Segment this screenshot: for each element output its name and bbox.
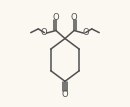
Text: O: O <box>53 13 59 22</box>
Text: O: O <box>62 90 68 99</box>
Text: O: O <box>41 28 47 37</box>
Text: O: O <box>71 13 77 22</box>
Text: O: O <box>83 28 89 37</box>
